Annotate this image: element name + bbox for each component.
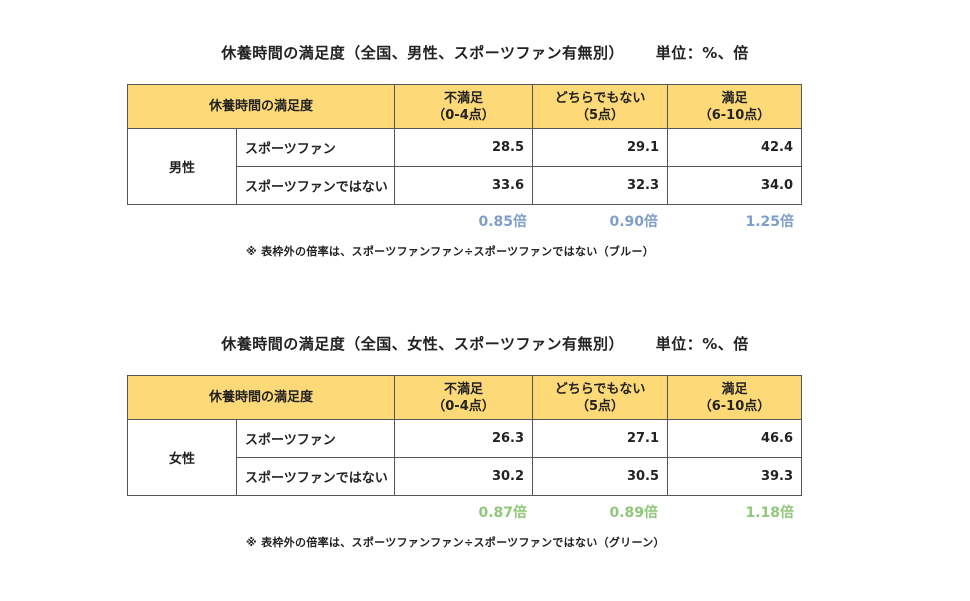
- table-row: 男性 スポーツファン 28.5 29.1 42.4: [127, 128, 803, 205]
- row-label: スポーツファン: [235, 128, 396, 167]
- header-col-line: 不満足: [444, 90, 484, 106]
- row-label: スポーツファンではない: [235, 457, 396, 496]
- satisfaction-table: 休養時間の満足度 不満足 （0-4点） どちらでもない （5点） 満足 （6-10点）…: [126, 84, 803, 205]
- gender-cell: 男性: [127, 128, 237, 205]
- table-header-row: 休養時間の満足度 不満足 （0-4点） どちらでもない （5点） 満足 （6-10点）: [126, 375, 803, 420]
- ratio-neutral: 0.89倍: [609, 505, 658, 521]
- value-cell: 29.1: [532, 128, 669, 167]
- title-text: 休養時間の満足度（全国、男性、スポーツファン有無別）: [221, 44, 624, 62]
- header-label: 休養時間の満足度: [126, 84, 396, 129]
- value-cell: 34.0: [667, 166, 803, 205]
- table-title: 休養時間の満足度（全国、男性、スポーツファン有無別） 単位：%、倍: [0, 42, 970, 63]
- table-row: 女性 スポーツファン 26.3 27.1 46.6: [127, 419, 803, 496]
- ratio-dissatisfied: 0.87倍: [478, 505, 527, 521]
- value-cell: 39.3: [667, 457, 803, 496]
- satisfaction-table: 休養時間の満足度 不満足 （0-4点） どちらでもない （5点） 満足 （6-10点）…: [126, 375, 803, 496]
- header-col-line: 満足: [721, 381, 748, 397]
- value-cell: 33.6: [394, 166, 534, 205]
- value-cell: 32.3: [532, 166, 669, 205]
- ratio-satisfied: 1.18倍: [745, 505, 794, 521]
- title-text: 休養時間の満足度（全国、女性、スポーツファン有無別）: [221, 335, 624, 353]
- header-label: 休養時間の満足度: [126, 375, 396, 420]
- header-col-line: （0-4点）: [432, 107, 495, 123]
- value-cell: 30.5: [532, 457, 669, 496]
- ratio-row: 0.85倍 0.90倍 1.25倍: [0, 211, 970, 231]
- header-col-line: （6-10点）: [698, 398, 771, 414]
- footnote: ※ 表枠外の倍率は、スポーツファンファン÷スポーツファンではない（グリーン）: [246, 536, 665, 549]
- header-col-neutral: どちらでもない （5点）: [532, 375, 669, 420]
- value-cell: 46.6: [667, 419, 803, 458]
- header-col-line: どちらでもない: [554, 381, 646, 397]
- header-col-line: 不満足: [444, 381, 484, 397]
- header-col-satisfied: 満足 （6-10点）: [667, 84, 803, 129]
- value-cell: 28.5: [394, 128, 534, 167]
- ratio-row: 0.87倍 0.89倍 1.18倍: [0, 502, 970, 522]
- header-col-line: どちらでもない: [554, 90, 646, 106]
- header-col-line: （6-10点）: [698, 107, 771, 123]
- ratio-satisfied: 1.25倍: [745, 214, 794, 230]
- table-row: スポーツファンではない 33.6 32.3 34.0: [128, 166, 803, 205]
- header-col-line: （5点）: [575, 107, 625, 123]
- table-header-row: 休養時間の満足度 不満足 （0-4点） どちらでもない （5点） 満足 （6-10点）: [126, 84, 803, 129]
- value-cell: 26.3: [394, 419, 534, 458]
- header-col-neutral: どちらでもない （5点）: [532, 84, 669, 129]
- unit-text: 単位：%、倍: [655, 335, 749, 353]
- value-cell: 27.1: [532, 419, 669, 458]
- table-title: 休養時間の満足度（全国、女性、スポーツファン有無別） 単位：%、倍: [0, 333, 970, 354]
- value-cell: 42.4: [667, 128, 803, 167]
- row-label: スポーツファンではない: [235, 166, 396, 205]
- header-col-satisfied: 満足 （6-10点）: [667, 375, 803, 420]
- row-label: スポーツファン: [235, 419, 396, 458]
- ratio-neutral: 0.90倍: [609, 214, 658, 230]
- ratio-dissatisfied: 0.85倍: [478, 214, 527, 230]
- footnote: ※ 表枠外の倍率は、スポーツファンファン÷スポーツファンではない（ブルー）: [246, 245, 655, 258]
- header-col-line: （5点）: [575, 398, 625, 414]
- table-row: スポーツファンではない 30.2 30.5 39.3: [128, 457, 803, 496]
- header-col-line: （0-4点）: [432, 398, 495, 414]
- gender-cell: 女性: [127, 419, 237, 496]
- header-col-line: 満足: [721, 90, 748, 106]
- value-cell: 30.2: [394, 457, 534, 496]
- unit-text: 単位：%、倍: [655, 44, 749, 62]
- header-col-dissatisfied: 不満足 （0-4点）: [394, 375, 534, 420]
- header-col-dissatisfied: 不満足 （0-4点）: [394, 84, 534, 129]
